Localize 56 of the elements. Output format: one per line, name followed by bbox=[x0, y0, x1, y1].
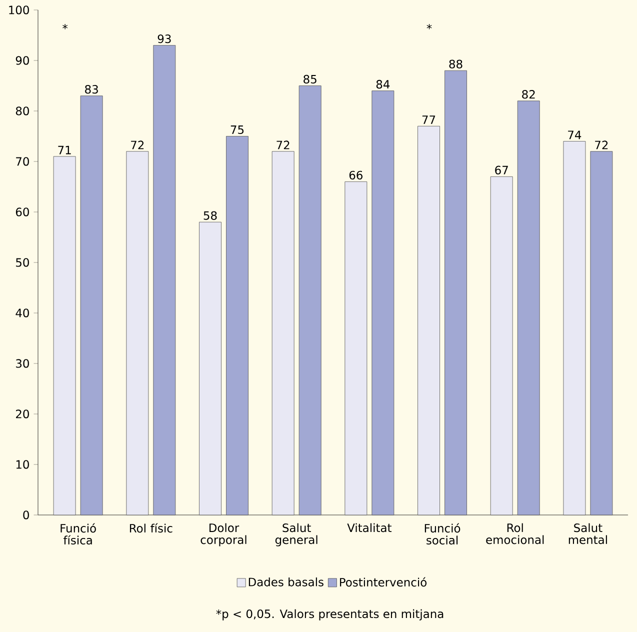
bar bbox=[490, 176, 513, 516]
bar bbox=[53, 156, 76, 516]
bar bbox=[126, 151, 149, 516]
y-tick-label: 30 bbox=[16, 359, 29, 368]
y-tick-label: 10 bbox=[16, 460, 29, 469]
y-tick-label: 60 bbox=[16, 208, 29, 216]
bar bbox=[272, 151, 294, 516]
bar bbox=[444, 70, 467, 516]
y-tick-label: 70 bbox=[16, 157, 29, 166]
legend-label: Postintervenció bbox=[340, 577, 427, 587]
data-label: 75 bbox=[230, 126, 244, 134]
bar bbox=[563, 141, 586, 516]
data-label: 74 bbox=[568, 130, 582, 140]
data-label: 67 bbox=[495, 166, 508, 174]
bar bbox=[298, 86, 322, 516]
data-label: 66 bbox=[349, 170, 362, 180]
x-tick-label: Salut mental bbox=[568, 523, 607, 544]
legend-label: Dades basals bbox=[248, 577, 324, 586]
x-tick-label: Salut general bbox=[275, 523, 318, 546]
bar bbox=[80, 96, 103, 516]
annotation: * bbox=[62, 24, 68, 30]
bar bbox=[590, 151, 613, 516]
data-label: 85 bbox=[304, 74, 316, 84]
annotation: * bbox=[426, 24, 432, 30]
bar bbox=[517, 100, 540, 516]
data-label: 72 bbox=[595, 140, 608, 150]
data-label: 58 bbox=[204, 211, 217, 220]
bar bbox=[153, 45, 176, 516]
data-label: 84 bbox=[376, 80, 390, 89]
data-label: 93 bbox=[158, 34, 171, 44]
y-tick-label: 100 bbox=[9, 6, 29, 14]
y-tick-label: 20 bbox=[16, 410, 29, 418]
data-label: 72 bbox=[276, 140, 290, 150]
data-label: 88 bbox=[449, 60, 462, 68]
data-label: 72 bbox=[131, 140, 144, 150]
x-tick-label: Rol físic bbox=[130, 523, 172, 533]
text: *p < 0,05. Valors presentats en mitjana bbox=[216, 609, 444, 620]
y-tick-label: 80 bbox=[16, 106, 29, 116]
y-tick-label: 90 bbox=[16, 56, 29, 65]
data-label: 83 bbox=[85, 84, 98, 94]
data-label: 71 bbox=[58, 146, 71, 154]
y-tick-label: 40 bbox=[16, 308, 29, 318]
bar bbox=[226, 136, 248, 516]
x-tick-label: Funció social bbox=[424, 523, 460, 545]
y-tick-label: 0 bbox=[23, 510, 29, 520]
bar bbox=[344, 181, 368, 516]
y-tick-label: 50 bbox=[16, 258, 29, 267]
x-tick-label: Rol emocional bbox=[486, 523, 544, 544]
data-label: 82 bbox=[522, 90, 535, 99]
data-label: 77 bbox=[422, 116, 436, 124]
x-tick-label: Dolor corporal bbox=[200, 523, 246, 546]
bar bbox=[199, 222, 222, 516]
bar bbox=[372, 90, 394, 516]
bar bbox=[418, 126, 440, 516]
x-tick-label: Vitalitat bbox=[347, 523, 392, 532]
x-tick-label: Funció física bbox=[60, 523, 96, 545]
